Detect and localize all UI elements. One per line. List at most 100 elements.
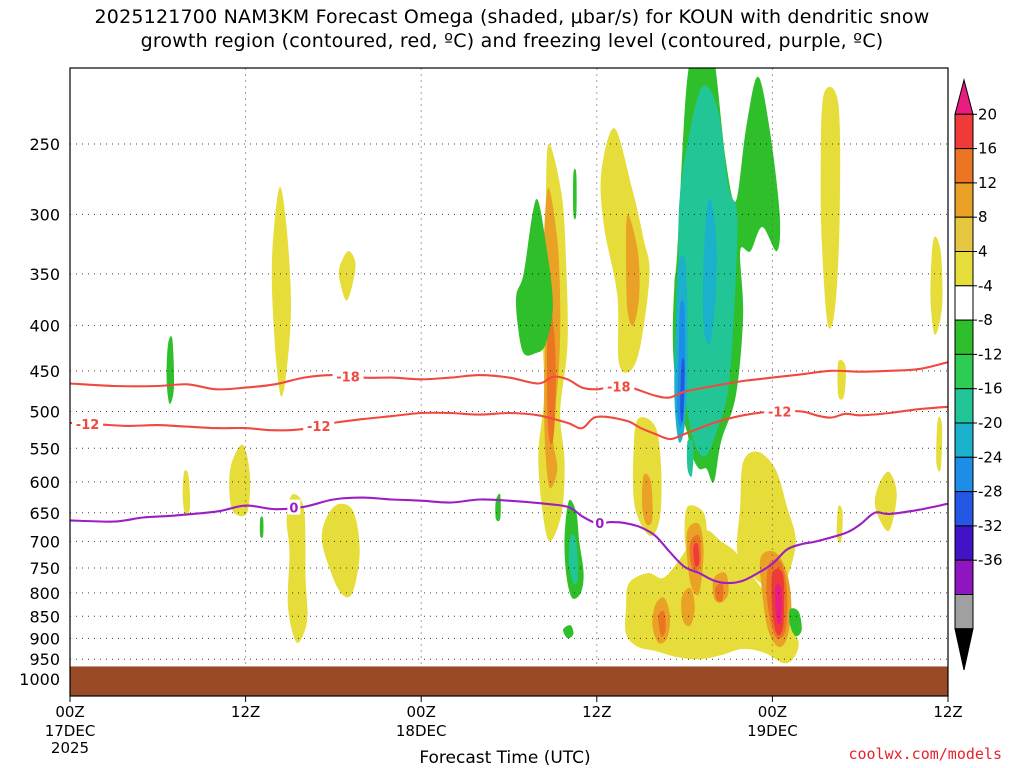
colorbar-cell <box>954 285 974 321</box>
omega-region <box>229 444 251 517</box>
y-tick-label: 750 <box>29 559 60 578</box>
y-tick-label: 800 <box>29 584 60 603</box>
colorbar-cell <box>954 353 974 390</box>
colorbar-cell <box>954 251 974 287</box>
omega-region <box>736 451 796 593</box>
contour-dgz-minus18 <box>70 361 948 399</box>
contour-label: -12 <box>768 406 792 421</box>
omega-region <box>642 473 653 526</box>
colorbar-label: -36 <box>978 551 1003 569</box>
omega-region <box>166 336 175 404</box>
colorbar-cell <box>954 456 974 493</box>
y-tick-label: 950 <box>29 650 60 669</box>
omega-region <box>568 534 578 585</box>
colorbar-label: 8 <box>978 208 988 226</box>
colorbar-top-triangle <box>954 78 974 115</box>
contour-label-bg <box>287 499 301 515</box>
y-tick-label: 900 <box>29 629 60 648</box>
y-axis: 250 300 350 400 450 500 550 600 650 700 750 800 850 9… <box>19 135 60 689</box>
contour-label-bg <box>332 368 364 384</box>
colorbar-cell <box>954 319 974 355</box>
omega-region <box>680 357 685 423</box>
colorbar-label: -12 <box>978 345 1003 363</box>
omega-region <box>600 128 650 373</box>
omega-region <box>837 359 846 400</box>
x-tick-label: 12Z <box>933 703 962 721</box>
omega-region <box>573 168 577 220</box>
omega-region <box>693 542 700 567</box>
omega-shading <box>166 68 943 664</box>
x-tick-sublabel: 19DEC <box>747 722 798 740</box>
contour-label: 0 <box>595 517 604 532</box>
y-tick-label: 350 <box>29 265 60 284</box>
omega-region <box>547 304 556 445</box>
source-credit: coolwx.com/models <box>848 745 1002 763</box>
x-tick-label: 00Z <box>407 703 436 721</box>
omega-region <box>182 469 191 517</box>
omega-region <box>626 214 640 326</box>
colorbar-label: -16 <box>978 380 1003 398</box>
contour-label-bg <box>764 403 796 419</box>
y-tick-label: 550 <box>29 439 60 458</box>
grid-lines <box>69 68 949 696</box>
colorbar-cell <box>954 594 974 630</box>
ground-terrain <box>70 666 948 696</box>
omega-region <box>714 582 724 602</box>
omega-region <box>658 610 666 637</box>
x-tick-sublabel: 18DEC <box>396 722 447 740</box>
contour-label: -12 <box>307 420 331 435</box>
omega-region <box>686 439 694 477</box>
omega-region <box>271 186 291 397</box>
colorbar-bottom-triangle <box>954 628 974 671</box>
omega-region <box>338 251 356 301</box>
colorbar-label: 4 <box>978 243 988 261</box>
omega-region <box>775 583 782 625</box>
colorbar-cell <box>954 422 974 458</box>
y-tick-label: 300 <box>29 205 60 224</box>
x-axis-label: Forecast Time (UTC) <box>419 748 591 768</box>
colorbar-label: -28 <box>978 483 1003 501</box>
omega-region <box>820 86 841 329</box>
colorbar-label: -24 <box>978 448 1003 466</box>
contour-label: -12 <box>76 418 100 433</box>
colorbar-cell <box>954 113 974 150</box>
x-tick-label: 00Z <box>758 703 787 721</box>
colorbar-label: -4 <box>978 277 993 295</box>
contour-label: -18 <box>336 370 360 385</box>
colorbar-label: -8 <box>978 311 993 329</box>
contour-dgz-minus12 <box>70 405 948 441</box>
x-tick-label: 00Z <box>55 703 84 721</box>
y-tick-label: 600 <box>29 473 60 492</box>
contour-freezing-level <box>70 496 948 585</box>
omega-region <box>286 494 308 643</box>
colorbar-cell <box>954 525 974 561</box>
y-tick-label: 400 <box>29 316 60 335</box>
contour-label: -18 <box>607 380 631 395</box>
y-tick-label: 650 <box>29 504 60 523</box>
x-tick-label: 12Z <box>582 703 611 721</box>
contour-label-bg <box>603 378 635 394</box>
omega-region <box>495 493 501 522</box>
omega-region <box>874 471 897 532</box>
y-tick-label: 500 <box>29 403 60 422</box>
colorbar-cell <box>954 388 974 424</box>
omega-region <box>936 416 943 472</box>
colorbar-label: 16 <box>978 140 997 158</box>
omega-region <box>836 505 843 543</box>
colorbar-cell <box>954 491 974 527</box>
y-tick-label: 850 <box>29 607 60 626</box>
chart-title-line-2: growth region (contoured, red, ºC) and f… <box>140 30 884 52</box>
contour-label-bg <box>72 415 104 431</box>
colorbar-label: -20 <box>978 414 1003 432</box>
colorbar-label: 20 <box>978 105 997 123</box>
colorbar-label: 12 <box>978 174 997 192</box>
omega-region <box>563 625 574 639</box>
x-tick-label: 12Z <box>231 703 260 721</box>
omega-region <box>702 198 717 345</box>
colorbar-cell <box>954 559 974 596</box>
x-tick-sublabel: 17DEC <box>45 722 96 740</box>
contour-label: 0 <box>289 502 298 517</box>
temperature-contours: -18 -18 -12 -12 -12 0 0 <box>70 361 948 585</box>
